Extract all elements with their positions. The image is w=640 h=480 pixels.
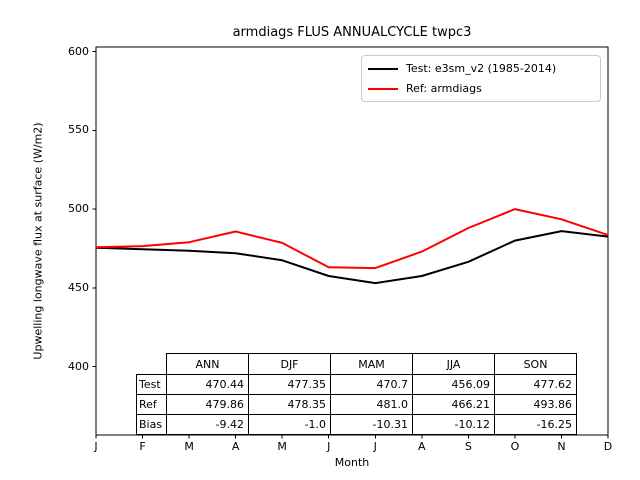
chart-title: armdiags FLUS ANNUALCYCLE twpc3 (232, 25, 472, 40)
x-tick-label: D (603, 440, 613, 453)
stats-table: ANN DJF MAM JJA SON Test 470.44 477.35 470.7 456.… (136, 353, 577, 435)
table-cell: 478.35 (248, 394, 331, 415)
table-col-header: SON (494, 353, 577, 375)
table-col-header: JJA (412, 353, 495, 375)
legend-line-sample-ref (368, 87, 398, 90)
table-row-label: Test (136, 374, 167, 395)
x-tick-label: J (327, 440, 331, 453)
x-tick-label: O (510, 440, 520, 453)
x-tick-label: F (139, 440, 146, 453)
table-cell: -1.0 (248, 414, 331, 435)
table-cell: 456.09 (412, 374, 495, 395)
table-row: Bias -9.42 -1.0 -10.31 -10.12 -16.25 (136, 414, 577, 435)
x-tick-label: M (184, 440, 194, 453)
y-tick-label: 600 (68, 44, 89, 58)
table-col-header: DJF (248, 353, 331, 375)
legend-item-test: Test: e3sm_v2 (1985-2014) (368, 59, 600, 79)
table-row-label: Ref (136, 394, 167, 415)
table-cell: 479.86 (166, 394, 249, 415)
table-cell: -16.25 (494, 414, 577, 435)
x-tick-label: N (557, 440, 566, 453)
legend-line-sample-test (368, 67, 398, 70)
table-cell: 481.0 (330, 394, 413, 415)
x-tick-label: J (373, 440, 377, 453)
table-cell: 470.44 (166, 374, 249, 395)
y-tick-label: 500 (68, 202, 89, 216)
x-tick-label: A (418, 440, 426, 453)
x-tick-label: A (231, 440, 240, 453)
axes-box (95, 46, 609, 436)
x-tick-label: J (94, 440, 98, 453)
table-cell: -10.12 (412, 414, 495, 435)
table-row: Ref 479.86 478.35 481.0 466.21 493.86 (136, 394, 577, 415)
table-cell: 466.21 (412, 394, 495, 415)
table-cell: 493.86 (494, 394, 577, 415)
series-line (95, 208, 609, 270)
table-row-label: Bias (136, 414, 167, 435)
x-tick-label: S (464, 440, 472, 453)
y-tick-label: 400 (68, 359, 89, 373)
x-tick-label: M (277, 440, 287, 453)
x-axis-label: Month (334, 456, 370, 469)
table-row: Test 470.44 477.35 470.7 456.09 477.62 (136, 374, 577, 395)
table-cell: -10.31 (330, 414, 413, 435)
table-col-header: ANN (166, 353, 249, 375)
legend-item-ref: Ref: armdiags (368, 79, 600, 99)
series-line (95, 230, 609, 285)
table-cell: 477.35 (248, 374, 331, 395)
legend-label-ref: Ref: armdiags (406, 82, 482, 95)
y-tick-label: 450 (68, 280, 89, 294)
table-col-header: MAM (330, 353, 413, 375)
y-tick-label: 550 (68, 123, 89, 137)
table-cell: -9.42 (166, 414, 249, 435)
table-cell: 477.62 (494, 374, 577, 395)
table-corner (137, 354, 167, 375)
legend: Test: e3sm_v2 (1985-2014) Ref: armdiags (361, 55, 601, 102)
legend-label-test: Test: e3sm_v2 (1985-2014) (406, 62, 557, 75)
table-cell: 470.7 (330, 374, 413, 395)
